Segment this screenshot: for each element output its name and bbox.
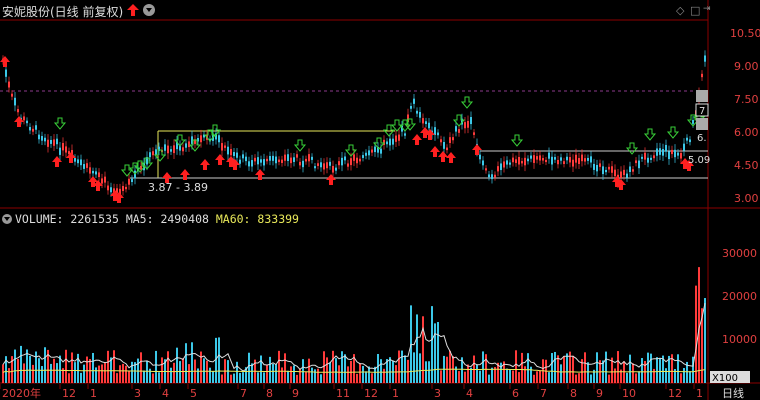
chevron-down-icon[interactable]: [143, 4, 155, 16]
volume-header: VOLUME: 2261535 MA5: 2490408 MA60: 83339…: [15, 212, 299, 226]
date-tick: 10: [622, 387, 636, 400]
date-tick: 12: [364, 387, 378, 400]
right-price-labels: 7 6. 5.09: [688, 90, 710, 166]
red-arrow-up-icon[interactable]: [127, 4, 139, 16]
volume-ma-lines: [2, 302, 706, 373]
date-tick: 12: [668, 387, 682, 400]
ma5-value: 2490408: [160, 212, 209, 226]
unit-box: [710, 371, 750, 383]
date-tick: 9: [292, 387, 299, 400]
date-tick: 3: [434, 387, 441, 400]
volume-unit: X100: [712, 373, 738, 384]
date-tick: 4: [162, 387, 169, 400]
ma60-value: 833399: [257, 212, 299, 226]
volume-label: VOLUME:: [15, 212, 64, 226]
price-tick: 3.00: [734, 192, 759, 205]
date-tick: 1: [696, 387, 703, 400]
date-tick: 4: [466, 387, 473, 400]
stock-title: 安妮股份(日线 前复权): [2, 5, 124, 19]
volume-tick: 20000: [722, 290, 757, 303]
date-tick: 12: [62, 387, 76, 400]
volume-menu-icon[interactable]: [2, 214, 12, 224]
date-tick: 6: [512, 387, 519, 400]
volume-tick: 30000: [722, 247, 757, 260]
date-tick: 2020年: [2, 386, 41, 400]
diamond-icon[interactable]: ◇: [676, 4, 685, 17]
date-tick: 5: [190, 387, 197, 400]
date-tick: 3: [134, 387, 141, 400]
volume-value: 2261535: [70, 212, 119, 226]
square-icon[interactable]: □: [690, 4, 701, 17]
date-tick: 1: [90, 387, 97, 400]
volume-bars: [2, 267, 706, 383]
ma60-label: MA60:: [215, 212, 251, 226]
price-tick: 10.50: [730, 27, 760, 40]
price-tick: 7.50: [734, 93, 759, 106]
period-label: 日线: [722, 386, 744, 400]
right-label: 5.09: [688, 155, 710, 166]
date-tick: 9: [596, 387, 603, 400]
range-label: 3.87 - 3.89: [148, 181, 208, 194]
price-axis: 10.50 9.00 7.50 6.00 4.50 3.00: [730, 27, 760, 205]
date-tick: 11: [336, 387, 350, 400]
exit-icon[interactable]: ⇥: [703, 4, 711, 14]
date-tick: 7: [540, 387, 547, 400]
date-axis: 2020年 12 1 3 4 5 7 8 9 11 12 1 3 4 6 7 8 9 10 12 1: [0, 384, 703, 400]
date-tick: 8: [266, 387, 273, 400]
date-tick: 7: [240, 387, 247, 400]
right-label: 7: [699, 106, 705, 117]
date-tick: 8: [570, 387, 577, 400]
volume-tick: 10000: [722, 333, 757, 346]
price-tick: 9.00: [734, 60, 759, 73]
volume-axis: 30000 20000 10000 X100: [710, 247, 757, 384]
candlestick-series: [2, 50, 706, 200]
date-tick: 1: [392, 387, 399, 400]
ma5-label: MA5:: [125, 212, 154, 226]
right-label: 6.: [697, 133, 707, 144]
price-tick: 4.50: [734, 159, 759, 172]
price-tick: 6.00: [734, 126, 759, 139]
